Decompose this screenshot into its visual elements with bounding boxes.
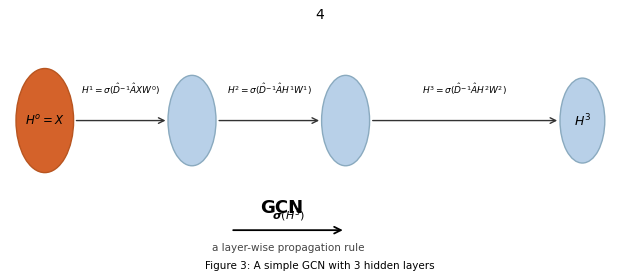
Text: GCN: GCN <box>260 199 303 217</box>
Ellipse shape <box>16 68 74 173</box>
Ellipse shape <box>168 75 216 166</box>
Text: $H^3 = \sigma(\hat{D}^{-1}\hat{A}H^2W^2)$: $H^3 = \sigma(\hat{D}^{-1}\hat{A}H^2W^2)… <box>422 81 508 97</box>
Text: $H^2 = \sigma(\hat{D}^{-1}\hat{A}H^1W^1)$: $H^2 = \sigma(\hat{D}^{-1}\hat{A}H^1W^1)… <box>227 81 312 97</box>
Ellipse shape <box>560 78 605 163</box>
Text: $\boldsymbol{\sigma}(H^3)$: $\boldsymbol{\sigma}(H^3)$ <box>271 206 305 224</box>
Text: Figure 3: A simple GCN with 3 hidden layers: Figure 3: A simple GCN with 3 hidden lay… <box>205 261 435 271</box>
Text: 4: 4 <box>316 8 324 22</box>
Text: $H^1 = \sigma(\hat{D}^{-1}\hat{A}XW^0)$: $H^1 = \sigma(\hat{D}^{-1}\hat{A}XW^0)$ <box>81 81 161 97</box>
Text: a layer-wise propagation rule: a layer-wise propagation rule <box>212 243 364 253</box>
Text: $H^3$: $H^3$ <box>574 112 591 129</box>
Ellipse shape <box>322 75 370 166</box>
Text: $H^o= X$: $H^o= X$ <box>25 113 65 128</box>
